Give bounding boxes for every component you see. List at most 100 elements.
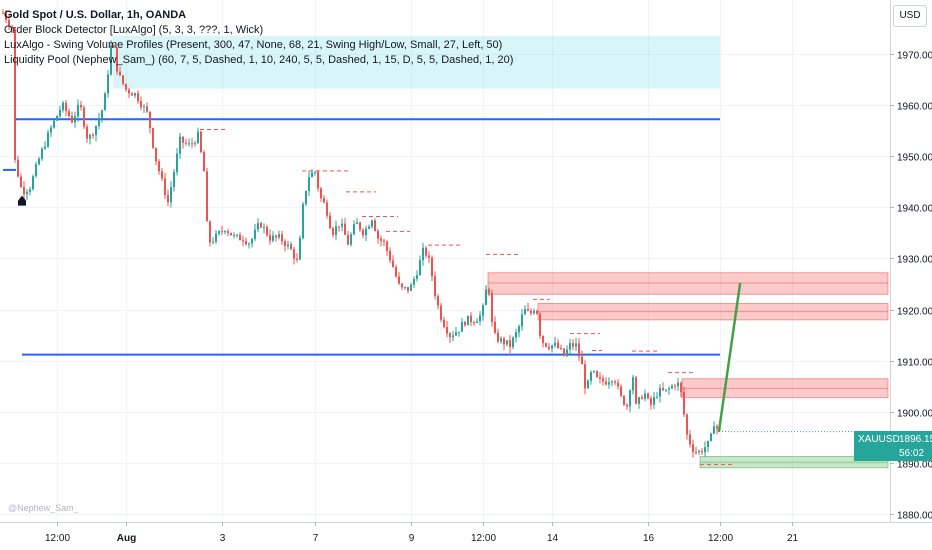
legend-indicator-liquidity-pool[interactable]: Liquidity Pool (Nephew_Sam_) (60, 7, 5, … bbox=[4, 54, 514, 66]
bearish-order-block[interactable] bbox=[487, 272, 889, 295]
y-tick-label: 1970.000 bbox=[897, 51, 932, 62]
candle-body bbox=[563, 348, 565, 356]
candle-body bbox=[95, 125, 97, 136]
candle-body bbox=[311, 172, 313, 178]
candle-body bbox=[263, 226, 265, 228]
candle-body bbox=[626, 404, 628, 407]
candle-body bbox=[47, 132, 49, 147]
candle-body bbox=[701, 451, 703, 453]
candle-body bbox=[452, 335, 454, 338]
candle-body bbox=[599, 377, 601, 379]
candle-body bbox=[503, 338, 505, 345]
candle-body bbox=[149, 111, 151, 128]
candle-body bbox=[509, 340, 511, 347]
candle-body bbox=[224, 231, 226, 233]
y-tick-label: 1920.000 bbox=[897, 307, 932, 318]
candle-body bbox=[287, 244, 289, 247]
candle-body bbox=[698, 451, 700, 453]
y-tick-label: 1880.000 bbox=[897, 511, 932, 522]
candle-body bbox=[218, 231, 220, 234]
legend-indicator-order-block[interactable]: Order Block Detector [LuxAlgo] (5, 3, 3,… bbox=[4, 24, 264, 36]
candle-body bbox=[572, 343, 574, 347]
candle-body bbox=[191, 143, 193, 145]
candle-body bbox=[497, 332, 499, 342]
candle-body bbox=[530, 310, 532, 314]
candle-body bbox=[32, 176, 34, 190]
candle-body bbox=[554, 342, 556, 346]
candle-body bbox=[368, 226, 370, 229]
candle-body bbox=[266, 226, 268, 236]
swing-volume-profile-zone[interactable] bbox=[113, 35, 720, 89]
candle-body bbox=[515, 332, 517, 338]
candle-body bbox=[395, 267, 397, 277]
candle-body bbox=[296, 258, 298, 260]
candle-body bbox=[167, 195, 169, 203]
candle-body bbox=[518, 326, 520, 333]
candle-body bbox=[560, 347, 562, 349]
candle-body bbox=[446, 327, 448, 334]
candle-body bbox=[146, 106, 148, 112]
candle-body bbox=[587, 380, 589, 389]
candle-body bbox=[362, 229, 364, 236]
candle-body bbox=[482, 305, 484, 316]
candle-body bbox=[11, 26, 13, 29]
candle-body bbox=[29, 189, 31, 192]
candle-body bbox=[671, 385, 673, 389]
y-tick-label: 1900.000 bbox=[897, 409, 932, 420]
candle-body bbox=[578, 343, 580, 357]
candle-body bbox=[623, 395, 625, 405]
candle-body bbox=[329, 215, 331, 229]
candle-body bbox=[548, 346, 550, 349]
candle-body bbox=[242, 240, 244, 242]
candle-body bbox=[383, 240, 385, 242]
candle-body bbox=[38, 158, 40, 165]
candle-body bbox=[131, 93, 133, 96]
candle-body bbox=[479, 315, 481, 322]
candle-body bbox=[440, 305, 442, 320]
candle-body bbox=[710, 433, 712, 441]
candle-body bbox=[290, 244, 292, 250]
candle-body bbox=[284, 241, 286, 247]
candle-body bbox=[425, 247, 427, 256]
candle-body bbox=[26, 191, 28, 195]
x-tick-label: 9 bbox=[409, 533, 415, 544]
legend-indicator-swing-volume[interactable]: LuxAlgo - Swing Volume Profiles (Present… bbox=[4, 39, 503, 51]
candle-body bbox=[449, 333, 451, 338]
legend-title[interactable]: Gold Spot / U.S. Dollar, 1h, OANDA bbox=[4, 9, 187, 21]
projection-arrow[interactable] bbox=[717, 282, 742, 433]
candle-body bbox=[173, 172, 175, 188]
candle-body bbox=[473, 322, 475, 324]
candle-body bbox=[137, 93, 139, 102]
candle-body bbox=[374, 220, 376, 231]
candle-body bbox=[8, 20, 10, 27]
candle-body bbox=[581, 356, 583, 365]
candle-body bbox=[212, 241, 214, 243]
candle-body bbox=[347, 234, 349, 245]
candle-body bbox=[209, 221, 211, 243]
candle-body bbox=[644, 393, 646, 399]
candle-body bbox=[260, 223, 262, 228]
candle-body bbox=[80, 104, 82, 108]
candle-body bbox=[206, 171, 208, 222]
candle-body bbox=[332, 228, 334, 235]
candle-body bbox=[413, 278, 415, 285]
candle-body bbox=[23, 187, 25, 195]
candle-body bbox=[638, 397, 640, 404]
currency-button[interactable]: USD bbox=[893, 5, 927, 27]
candle-body bbox=[404, 287, 406, 289]
last-price-label: XAUUSD 1896.150 56:02 bbox=[854, 431, 932, 461]
time-axis: 12:00 Aug 3 7 9 12:00 14 16 12:00 21 bbox=[45, 522, 798, 544]
candle-body bbox=[50, 127, 52, 133]
candle-body bbox=[152, 127, 154, 148]
candle-body bbox=[617, 382, 619, 387]
candle-body bbox=[188, 143, 190, 145]
candle-body bbox=[521, 314, 523, 327]
candle-body bbox=[344, 223, 346, 235]
candle-body bbox=[170, 187, 172, 203]
candle-body bbox=[455, 332, 457, 336]
candle-body bbox=[380, 238, 382, 241]
candle-body bbox=[359, 222, 361, 230]
candle-body bbox=[491, 293, 493, 322]
candle-body bbox=[320, 188, 322, 199]
